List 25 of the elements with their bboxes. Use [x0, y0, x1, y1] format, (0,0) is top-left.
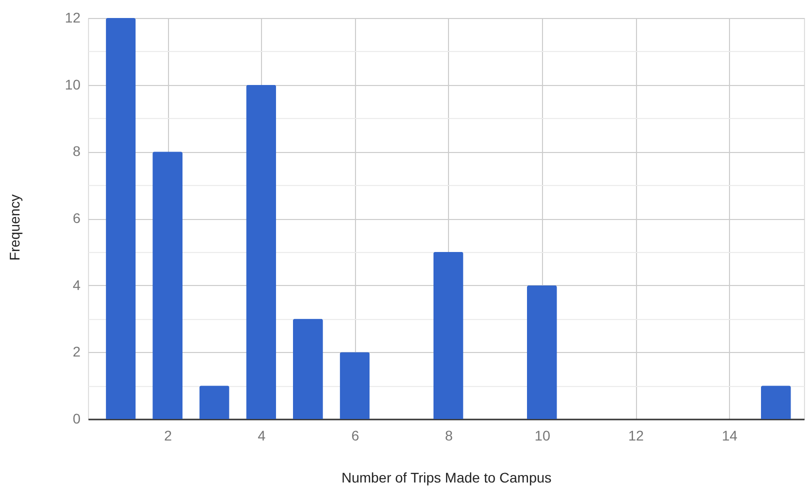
bar: [246, 84, 276, 419]
y-axis-title: Frequency: [6, 194, 22, 261]
x-tick-label: 2: [164, 428, 172, 444]
x-tick-label: 12: [628, 428, 644, 444]
bar: [106, 18, 136, 419]
bar: [292, 318, 323, 419]
x-axis-title: Number of Trips Made to Campus: [341, 470, 552, 486]
bar: [152, 152, 183, 419]
y-tick-label: 10: [64, 76, 81, 92]
x-tick-label: 8: [444, 428, 453, 444]
y-tick-label: 2: [72, 344, 81, 360]
bar: [199, 386, 230, 419]
x-tick-label: 10: [534, 428, 550, 444]
y-tick-label: 12: [64, 10, 81, 26]
y-tick-label: 4: [72, 276, 81, 293]
bar: [340, 352, 370, 419]
bar: [760, 386, 791, 419]
y-tick-label: 6: [72, 210, 81, 226]
y-tick-label: 0: [72, 410, 81, 426]
bar: [526, 285, 557, 419]
x-tick-label: 6: [351, 428, 360, 444]
x-tick-label: 4: [258, 428, 266, 444]
y-tick-label: 8: [72, 143, 81, 160]
x-tick-label: 14: [722, 428, 738, 444]
bar: [433, 252, 464, 419]
